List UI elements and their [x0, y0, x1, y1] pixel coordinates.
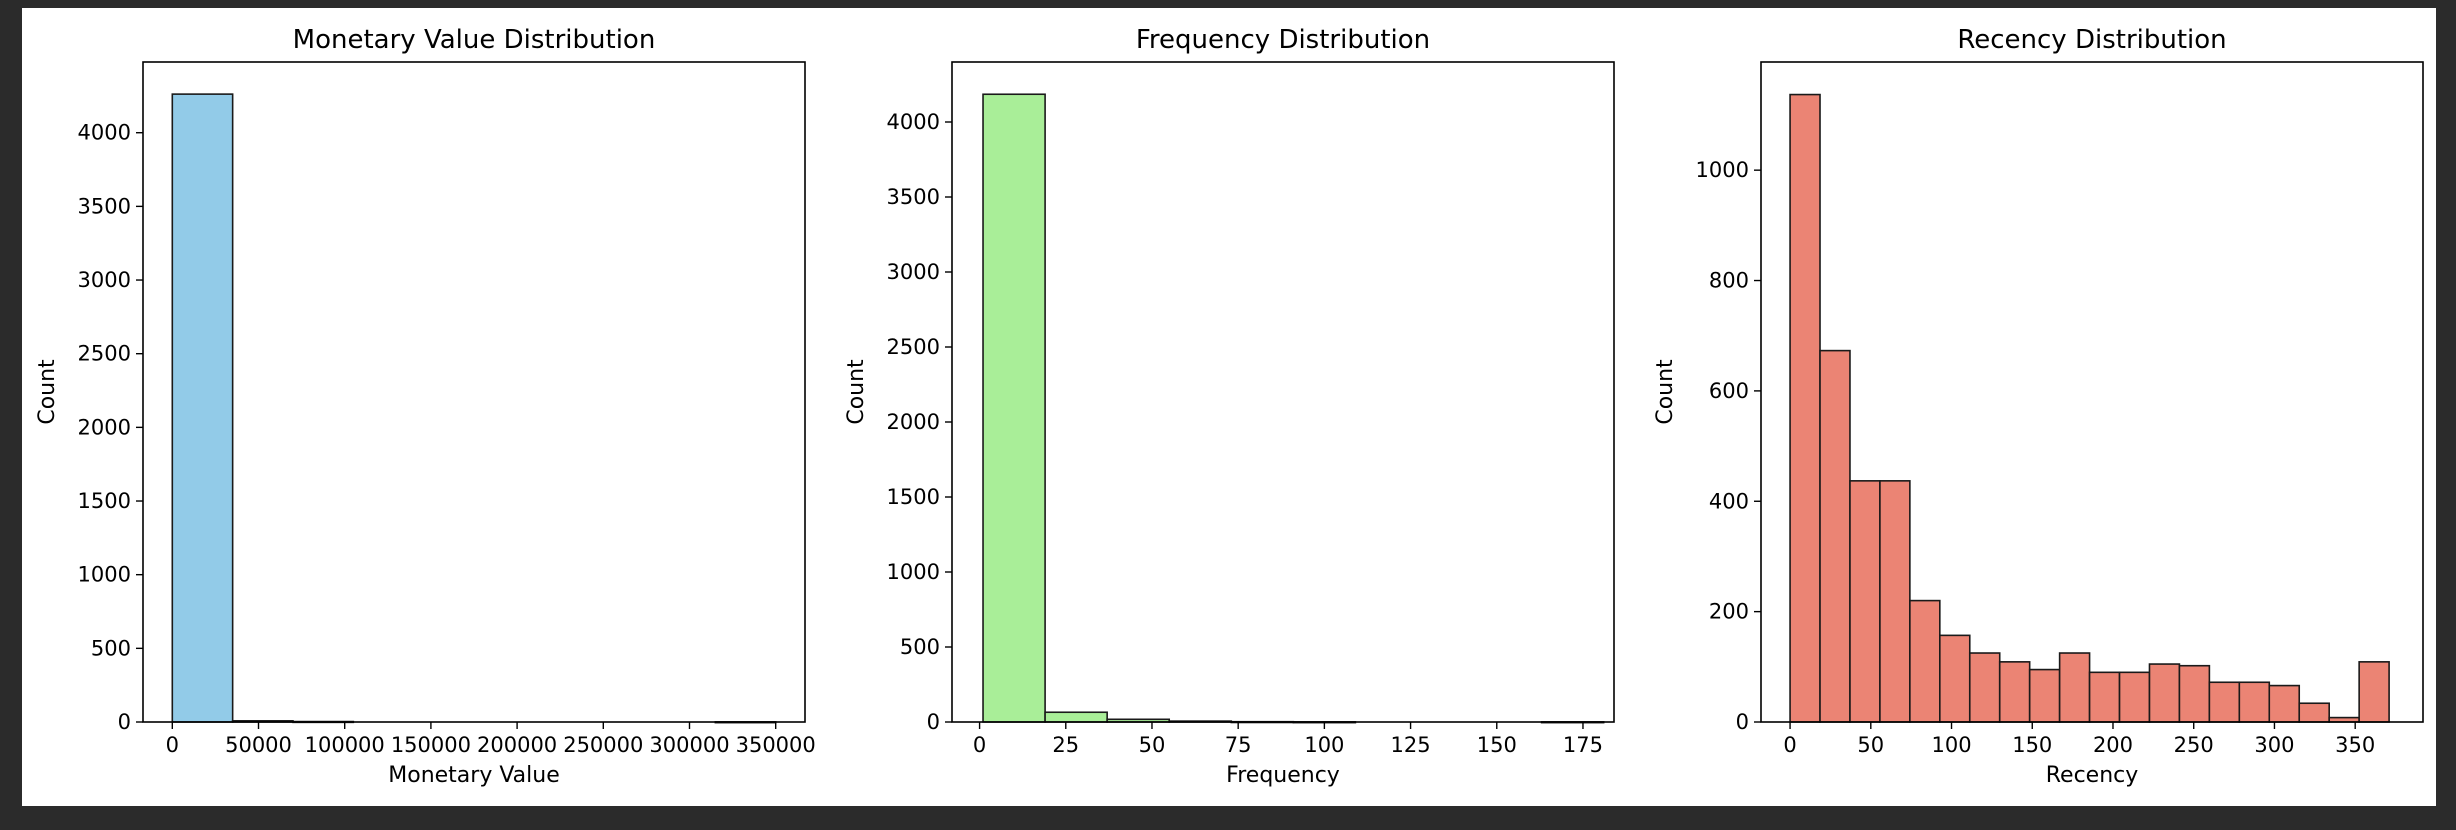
y-tick-label: 1000	[887, 560, 940, 584]
y-tick-label: 3500	[78, 194, 131, 218]
x-tick-label: 75	[1225, 733, 1252, 757]
x-tick-label: 150000	[391, 733, 471, 757]
y-tick-label: 4000	[887, 110, 940, 134]
bar	[1968, 652, 2001, 723]
y-tick-label: 3000	[887, 260, 940, 284]
y-tick-label: 1000	[1696, 158, 1749, 182]
x-tick-label: 0	[166, 733, 179, 757]
axes-frame	[951, 61, 1615, 723]
y-tick-label: 3500	[887, 185, 940, 209]
x-axis-label: Monetary Value	[388, 763, 560, 788]
bar	[2268, 684, 2301, 723]
x-tick-label: 175	[1563, 733, 1603, 757]
bar	[1909, 599, 1941, 723]
y-tick-label: 400	[1709, 489, 1749, 513]
bar	[2208, 681, 2241, 723]
y-tick-label: 2500	[887, 335, 940, 359]
y-tick-label: 0	[1736, 710, 1749, 734]
x-tick-label: 150	[2012, 733, 2052, 757]
y-tick-label: 3000	[78, 268, 131, 292]
x-tick-label: 100000	[305, 733, 385, 757]
bar	[1044, 711, 1108, 723]
x-axis-label: Frequency	[1226, 763, 1340, 788]
bar	[171, 93, 234, 723]
bar	[1879, 480, 1911, 723]
figure: 0 50000 100000 150000 200000 250000 300000 3500…	[22, 8, 2436, 806]
x-tick-label: 250	[2174, 733, 2214, 757]
y-tick-label: 0	[927, 710, 940, 734]
x-tick-label: 350	[2335, 733, 2375, 757]
x-tick-label: 50000	[225, 733, 292, 757]
axes-frame	[1760, 61, 2424, 723]
bar	[2088, 671, 2121, 723]
chart-figure: 0 50000 100000 150000 200000 250000 300000 3500…	[35, 25, 2424, 788]
x-tick-label: 50	[1139, 733, 1166, 757]
bar	[1849, 480, 1881, 723]
y-axis-label: Count	[844, 359, 869, 425]
y-axis-label: Count	[35, 359, 60, 425]
y-tick-label: 2500	[78, 342, 131, 366]
bar	[1939, 634, 1971, 723]
y-tick-label: 500	[91, 636, 131, 660]
bar	[2118, 671, 2151, 723]
x-tick-label: 300000	[649, 733, 729, 757]
chart-title: Monetary Value Distribution	[293, 25, 656, 55]
bar	[1998, 661, 2031, 723]
bar	[2238, 681, 2271, 723]
y-tick-label: 1500	[78, 489, 131, 513]
y-tick-label: 600	[1709, 379, 1749, 403]
y-tick-label: 500	[900, 635, 940, 659]
y-tick-label: 800	[1709, 269, 1749, 293]
bar	[1819, 349, 1851, 723]
bar	[982, 93, 1046, 723]
bar	[2178, 664, 2211, 723]
y-tick-label: 4000	[78, 121, 131, 145]
y-tick-label: 0	[118, 710, 131, 734]
x-tick-label: 250000	[563, 733, 643, 757]
x-tick-label: 0	[1783, 733, 1796, 757]
x-tick-label: 50	[1857, 733, 1884, 757]
chart-panel-3: 0 50 100 150 200 250 300 350 0 200 400 600 800 1000 Re…	[1653, 25, 2424, 788]
x-tick-label: 100	[1931, 733, 1971, 757]
bar	[2028, 668, 2061, 723]
x-tick-label: 200000	[477, 733, 557, 757]
bar	[1789, 93, 1821, 723]
y-tick-label: 1500	[887, 485, 940, 509]
bar	[2148, 663, 2181, 723]
x-axis-label: Recency	[2046, 763, 2139, 788]
x-tick-label: 25	[1052, 733, 1079, 757]
x-tick-label: 200	[2093, 733, 2133, 757]
y-axis-label: Count	[1653, 359, 1678, 425]
chart-panel-1: 0 50000 100000 150000 200000 250000 300000 3500…	[35, 25, 816, 788]
y-tick-label: 1000	[78, 563, 131, 587]
x-tick-label: 0	[973, 733, 986, 757]
y-tick-label: 2000	[78, 415, 131, 439]
y-tick-label: 2000	[887, 410, 940, 434]
x-tick-label: 125	[1391, 733, 1431, 757]
x-tick-label: 350000	[736, 733, 816, 757]
axes-frame	[142, 61, 806, 723]
x-tick-label: 300	[2254, 733, 2294, 757]
x-tick-label: 100	[1304, 733, 1344, 757]
chart-title: Frequency Distribution	[1136, 25, 1430, 55]
bar	[2058, 652, 2091, 723]
y-tick-label: 200	[1709, 600, 1749, 624]
bar	[2358, 661, 2390, 723]
bar	[2298, 702, 2330, 723]
chart-title: Recency Distribution	[1957, 25, 2226, 55]
x-tick-label: 150	[1477, 733, 1517, 757]
chart-panel-2: 0 25 50 75 100 125 150 175 0 500 1000 1500 2000 2500 3…	[844, 25, 1615, 788]
